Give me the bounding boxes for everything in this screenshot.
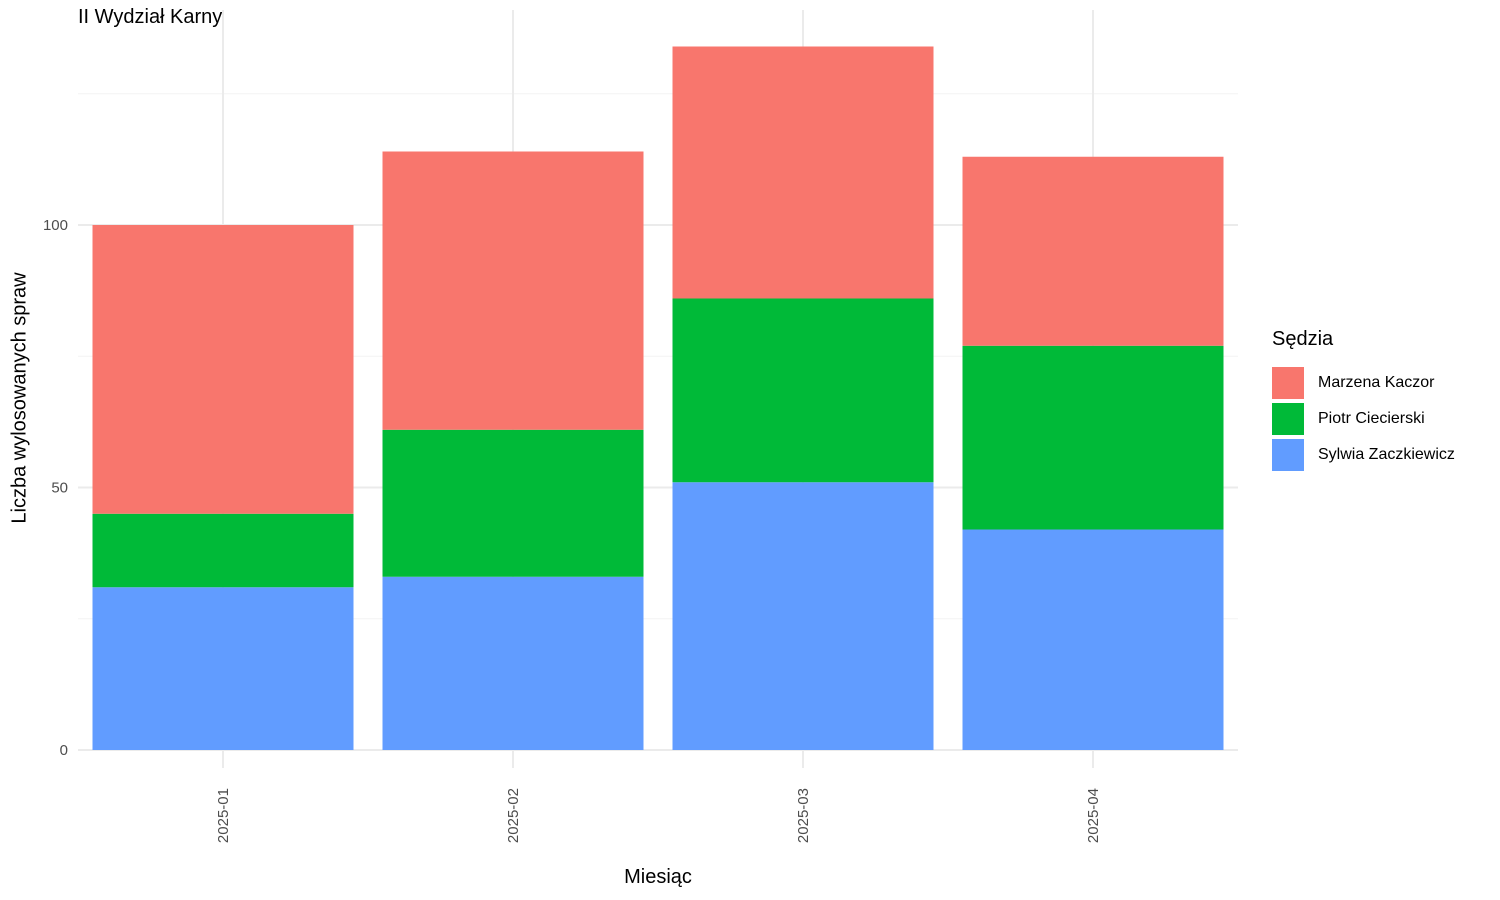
y-tick-label: 100 <box>43 217 68 234</box>
legend-title: Sędzia <box>1272 328 1334 350</box>
bar-segment <box>672 298 934 483</box>
legend-items: Marzena Kaczor Piotr Ciecierski Sylwia Zac… <box>1272 365 1455 473</box>
legend-label: Sylwia Zaczkiewicz <box>1318 446 1455 463</box>
bar-segment <box>382 429 644 577</box>
legend-item: Marzena Kaczor <box>1272 365 1455 401</box>
legend-label: Marzena Kaczor <box>1318 374 1435 391</box>
bar-segment <box>672 482 934 750</box>
bar-segment <box>92 513 354 588</box>
x-axis-title: Miesiąc <box>624 866 692 888</box>
x-tick-label: 2025-01 <box>215 788 232 843</box>
y-tick-label: 0 <box>60 742 68 759</box>
legend-item: Piotr Ciecierski <box>1272 401 1455 437</box>
bar-segment <box>672 46 934 299</box>
y-tick-label: 50 <box>51 480 68 497</box>
bar-segment <box>962 345 1224 530</box>
legend-key <box>1272 403 1304 435</box>
legend-key <box>1272 367 1304 399</box>
x-tick-label: 2025-03 <box>795 788 812 843</box>
bar-segment <box>92 225 354 514</box>
legend-item: Sylwia Zaczkiewicz <box>1272 437 1455 473</box>
chart-title: II Wydział Karny <box>78 6 223 28</box>
x-tick-label: 2025-02 <box>505 788 522 843</box>
legend: Sędzia Marzena Kaczor Piotr Ciecierski Syl… <box>1272 328 1455 473</box>
bar-segment <box>382 151 644 430</box>
legend-key <box>1272 439 1304 471</box>
bar-segment <box>962 156 1224 346</box>
bar-segment <box>382 576 644 750</box>
legend-label: Piotr Ciecierski <box>1318 410 1425 427</box>
x-tick-label: 2025-04 <box>1085 788 1102 843</box>
bar-segment <box>92 587 354 750</box>
bar-segment <box>962 529 1224 750</box>
